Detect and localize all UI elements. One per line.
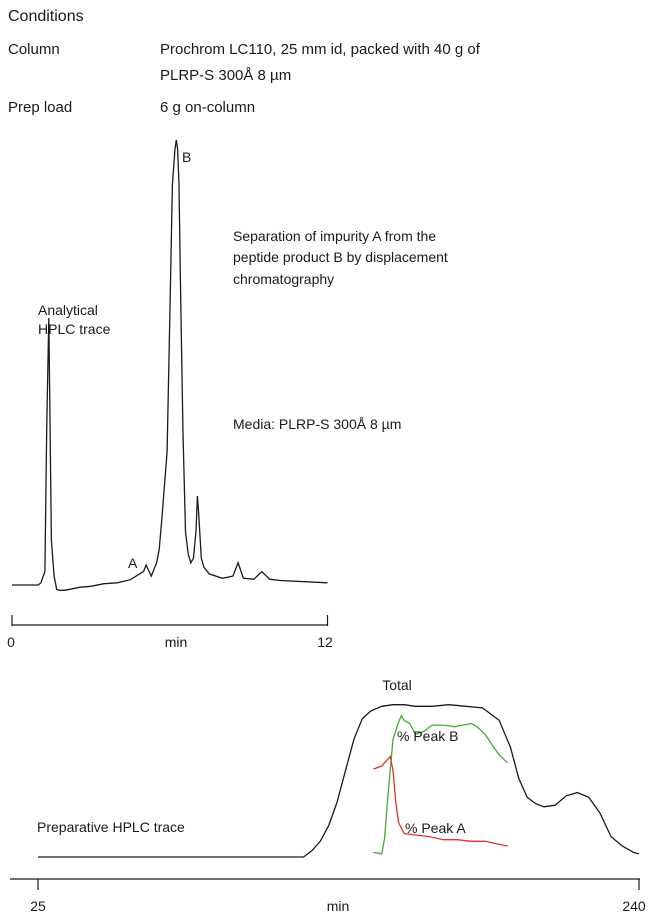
peak-B-trace-line (373, 714, 509, 855)
peak-A-label: A (128, 555, 138, 571)
analytical-trace-label-line1: Analytical (38, 302, 98, 318)
peak-B-percent-label: % Peak B (397, 728, 458, 744)
analytical-tick-label-0: 0 (7, 634, 15, 650)
column-value-line1: Prochrom LC110, 25 mm id, packed with 40… (160, 41, 480, 58)
description-line2: peptide product B by displacement (233, 249, 448, 265)
media-label: Media: PLRP-S 300Å 8 µm (233, 416, 401, 432)
description-line3: chromatography (233, 271, 334, 287)
column-label: Column (8, 41, 60, 58)
preparative-trace-label: Preparative HPLC trace (37, 819, 185, 835)
description-line1: Separation of impurity A from the (233, 228, 436, 244)
analytical-trace-line (12, 139, 328, 591)
analytical-x-axis-label: min (165, 634, 188, 650)
conditions-title: Conditions (8, 8, 84, 25)
analytical-chart: 0 12 min Analytical HPLC trace Separatio… (7, 139, 448, 650)
peak-A-percent-label: % Peak A (405, 820, 466, 836)
peak-A-trace-line (373, 755, 508, 847)
preparative-tick-label-240: 240 (622, 898, 646, 914)
analytical-tick-label-12: 12 (317, 634, 333, 650)
peak-B-label: B (182, 149, 191, 165)
preparative-chart: 25 240 min Preparative HPLC trace Total … (10, 677, 646, 914)
column-value-line2: PLRP-S 300Å 8 µm (160, 67, 292, 84)
total-label: Total (382, 677, 412, 693)
total-trace-line (38, 704, 640, 858)
prep-load-label: Prep load (8, 99, 73, 116)
preparative-x-axis-label: min (327, 898, 350, 914)
analytical-trace-label-line2: HPLC trace (38, 321, 111, 337)
prep-load-value: 6 g on-column (160, 99, 256, 116)
preparative-tick-label-25: 25 (30, 898, 46, 914)
